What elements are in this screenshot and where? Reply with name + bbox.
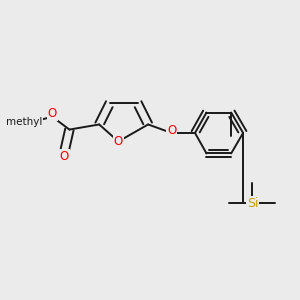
Text: Si: Si [247,197,258,210]
Text: O: O [48,107,57,120]
Text: O: O [114,135,123,148]
Text: O: O [60,150,69,163]
Text: methyl: methyl [6,117,42,127]
Text: O: O [167,124,176,137]
